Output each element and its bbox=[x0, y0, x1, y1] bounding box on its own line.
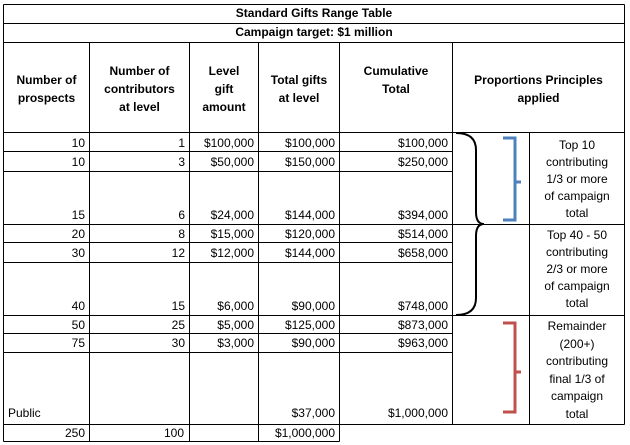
red-bracket bbox=[503, 321, 521, 414]
blue-bracket bbox=[503, 136, 521, 222]
header-level-gift: Level gift amount bbox=[202, 64, 246, 114]
header-prospects: Number of prospects bbox=[16, 73, 77, 105]
table-title: Standard Gifts Range Table bbox=[235, 6, 393, 20]
principle-remainder: Remainder (200+) contributing final 1/3 of c… bbox=[545, 319, 609, 421]
header-total-gifts: Total gifts at level bbox=[270, 73, 328, 105]
header-principles: Proportions Principles applied bbox=[474, 73, 603, 105]
header-cumulative: Cumulative Total bbox=[363, 64, 429, 96]
principle-top-40-50: Top 40 - 50 contributing 2/3 or more of cam… bbox=[544, 228, 610, 310]
principle-top-10: Top 10 contributing 1/3 or more of campaign… bbox=[544, 138, 610, 220]
black-bracket bbox=[455, 132, 485, 316]
table-subtitle: Campaign target: $1 million bbox=[235, 25, 393, 39]
header-contributors: Number of contributors at level bbox=[104, 64, 175, 114]
